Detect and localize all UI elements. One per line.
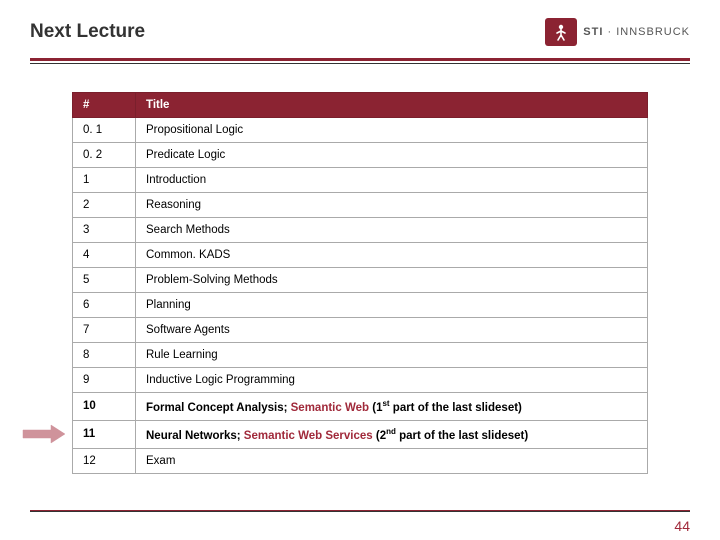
cell-num: 0. 2 [73,143,136,168]
table-row: 11Neural Networks; Semantic Web Services… [73,420,648,448]
table-row: 0. 2Predicate Logic [73,143,648,168]
cell-num: 0. 1 [73,118,136,143]
accent-text: Semantic Web Services [244,430,373,442]
pointer-arrow-icon [21,424,67,444]
page-number: 44 [674,518,690,534]
table-row: 12Exam [73,448,648,473]
slide-header: Next Lecture STI · INNSBRUCK [0,0,720,58]
lecture-table: # Title 0. 1Propositional Logic0. 2Predi… [72,92,648,474]
cell-title: Common. KADS [136,243,648,268]
cell-title: Planning [136,293,648,318]
cell-num: 12 [73,448,136,473]
cell-num: 5 [73,268,136,293]
cell-num: 9 [73,368,136,393]
cell-title: Reasoning [136,193,648,218]
cell-title: Search Methods [136,218,648,243]
col-header-num: # [73,93,136,118]
cell-title: Propositional Logic [136,118,648,143]
cell-title: Formal Concept Analysis; Semantic Web (1… [136,393,648,421]
table-row: 3Search Methods [73,218,648,243]
cell-num: 10 [73,393,136,421]
logo-text: STI · INNSBRUCK [583,26,690,38]
table-row: 6Planning [73,293,648,318]
table-row: 10Formal Concept Analysis; Semantic Web … [73,393,648,421]
cell-num: 1 [73,168,136,193]
header-rule-primary [30,58,690,61]
cell-num: 7 [73,318,136,343]
table-row: 9Inductive Logic Programming [73,368,648,393]
logo-icon [545,18,577,46]
table-row: 8Rule Learning [73,343,648,368]
accent-text: Semantic Web [291,402,369,414]
cell-num: 6 [73,293,136,318]
cell-title: Introduction [136,168,648,193]
table-row: 4Common. KADS [73,243,648,268]
lecture-table-wrap: # Title 0. 1Propositional Logic0. 2Predi… [72,92,648,474]
cell-title: Inductive Logic Programming [136,368,648,393]
cell-title: Predicate Logic [136,143,648,168]
cell-num: 3 [73,218,136,243]
table-row: 1Introduction [73,168,648,193]
table-header-row: # Title [73,93,648,118]
table-row: 2Reasoning [73,193,648,218]
cell-title: Neural Networks; Semantic Web Services (… [136,420,648,448]
cell-num: 2 [73,193,136,218]
table-row: 7Software Agents [73,318,648,343]
cell-num: 4 [73,243,136,268]
cell-title: Exam [136,448,648,473]
cell-num: 8 [73,343,136,368]
cell-title: Software Agents [136,318,648,343]
page-title: Next Lecture [30,21,145,43]
footer-rule [30,510,690,512]
header-rule-secondary [30,63,690,64]
table-row: 0. 1Propositional Logic [73,118,648,143]
cell-num: 11 [73,420,136,448]
col-header-title: Title [136,93,648,118]
cell-title: Problem-Solving Methods [136,268,648,293]
table-row: 5Problem-Solving Methods [73,268,648,293]
cell-title: Rule Learning [136,343,648,368]
logo: STI · INNSBRUCK [545,18,690,46]
